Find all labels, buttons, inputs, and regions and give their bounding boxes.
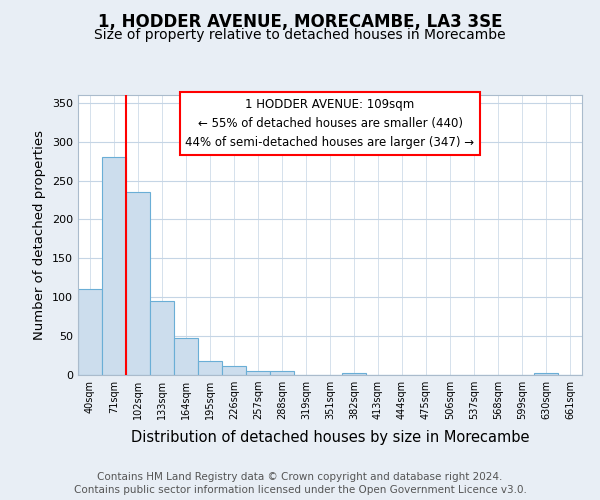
X-axis label: Distribution of detached houses by size in Morecambe: Distribution of detached houses by size … (131, 430, 529, 446)
Bar (175, 338, 197, 375)
Bar (103, 157, 125, 375)
Bar (535, 372, 557, 375)
Text: 1 HODDER AVENUE: 109sqm
← 55% of detached houses are smaller (440)
44% of semi-d: 1 HODDER AVENUE: 109sqm ← 55% of detache… (185, 98, 475, 149)
Text: Contains HM Land Registry data © Crown copyright and database right 2024.: Contains HM Land Registry data © Crown c… (97, 472, 503, 482)
Bar (343, 372, 365, 375)
Bar (127, 192, 149, 375)
Bar (79, 290, 101, 375)
Bar (271, 371, 293, 375)
Bar (151, 301, 173, 375)
Bar (223, 366, 245, 375)
Text: 1, HODDER AVENUE, MORECAMBE, LA3 3SE: 1, HODDER AVENUE, MORECAMBE, LA3 3SE (98, 12, 502, 30)
Text: Size of property relative to detached houses in Morecambe: Size of property relative to detached ho… (94, 28, 506, 42)
Y-axis label: Number of detached properties: Number of detached properties (34, 130, 46, 340)
Bar (247, 371, 269, 375)
Bar (199, 361, 221, 375)
Text: Contains public sector information licensed under the Open Government Licence v3: Contains public sector information licen… (74, 485, 526, 495)
